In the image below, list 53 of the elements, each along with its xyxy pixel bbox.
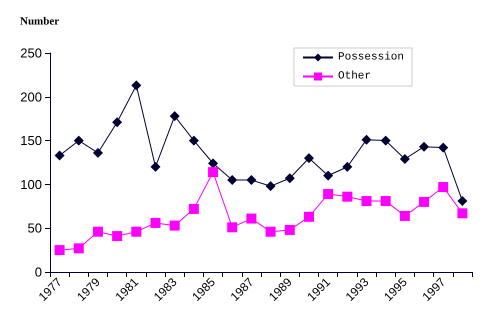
point bbox=[342, 162, 352, 172]
y-tick-label: 250 bbox=[20, 46, 42, 60]
point bbox=[438, 182, 448, 192]
point bbox=[266, 226, 276, 237]
point bbox=[400, 210, 410, 221]
point bbox=[419, 196, 430, 207]
point bbox=[438, 142, 448, 153]
point bbox=[92, 226, 103, 237]
point bbox=[131, 226, 142, 237]
point bbox=[284, 224, 295, 235]
point bbox=[150, 162, 160, 172]
point bbox=[54, 245, 65, 256]
y-tick-label: 50 bbox=[28, 220, 42, 236]
point bbox=[419, 142, 430, 152]
point bbox=[112, 231, 122, 242]
y-tick-label: 150 bbox=[20, 133, 42, 148]
y-axis-title: Number bbox=[20, 16, 60, 28]
point bbox=[188, 136, 199, 146]
point bbox=[246, 214, 256, 224]
point bbox=[342, 192, 352, 202]
point bbox=[457, 196, 468, 206]
legend-label: Possession bbox=[338, 52, 404, 64]
y-tick-label: 200 bbox=[20, 89, 42, 104]
point bbox=[150, 218, 160, 228]
point bbox=[208, 167, 218, 178]
point bbox=[323, 170, 334, 181]
point bbox=[170, 220, 180, 231]
y-tick-label: 0 bbox=[34, 264, 42, 280]
point bbox=[170, 111, 180, 122]
point bbox=[400, 154, 410, 164]
point bbox=[208, 158, 218, 168]
y-tick-label: 100 bbox=[20, 176, 42, 192]
point bbox=[74, 243, 84, 254]
point bbox=[380, 196, 391, 206]
point bbox=[304, 153, 314, 164]
point bbox=[246, 175, 256, 186]
legend-label: Other bbox=[338, 70, 372, 82]
point bbox=[74, 136, 84, 146]
point bbox=[92, 148, 103, 158]
point bbox=[323, 189, 334, 200]
point bbox=[362, 196, 372, 206]
point bbox=[380, 136, 391, 146]
point bbox=[457, 208, 468, 218]
point bbox=[362, 134, 372, 145]
point bbox=[227, 222, 238, 232]
point bbox=[188, 204, 199, 214]
point bbox=[227, 175, 238, 186]
point bbox=[112, 117, 122, 128]
point bbox=[131, 80, 142, 90]
point bbox=[54, 150, 65, 160]
point bbox=[304, 212, 314, 222]
point bbox=[266, 181, 276, 192]
point bbox=[284, 173, 295, 184]
